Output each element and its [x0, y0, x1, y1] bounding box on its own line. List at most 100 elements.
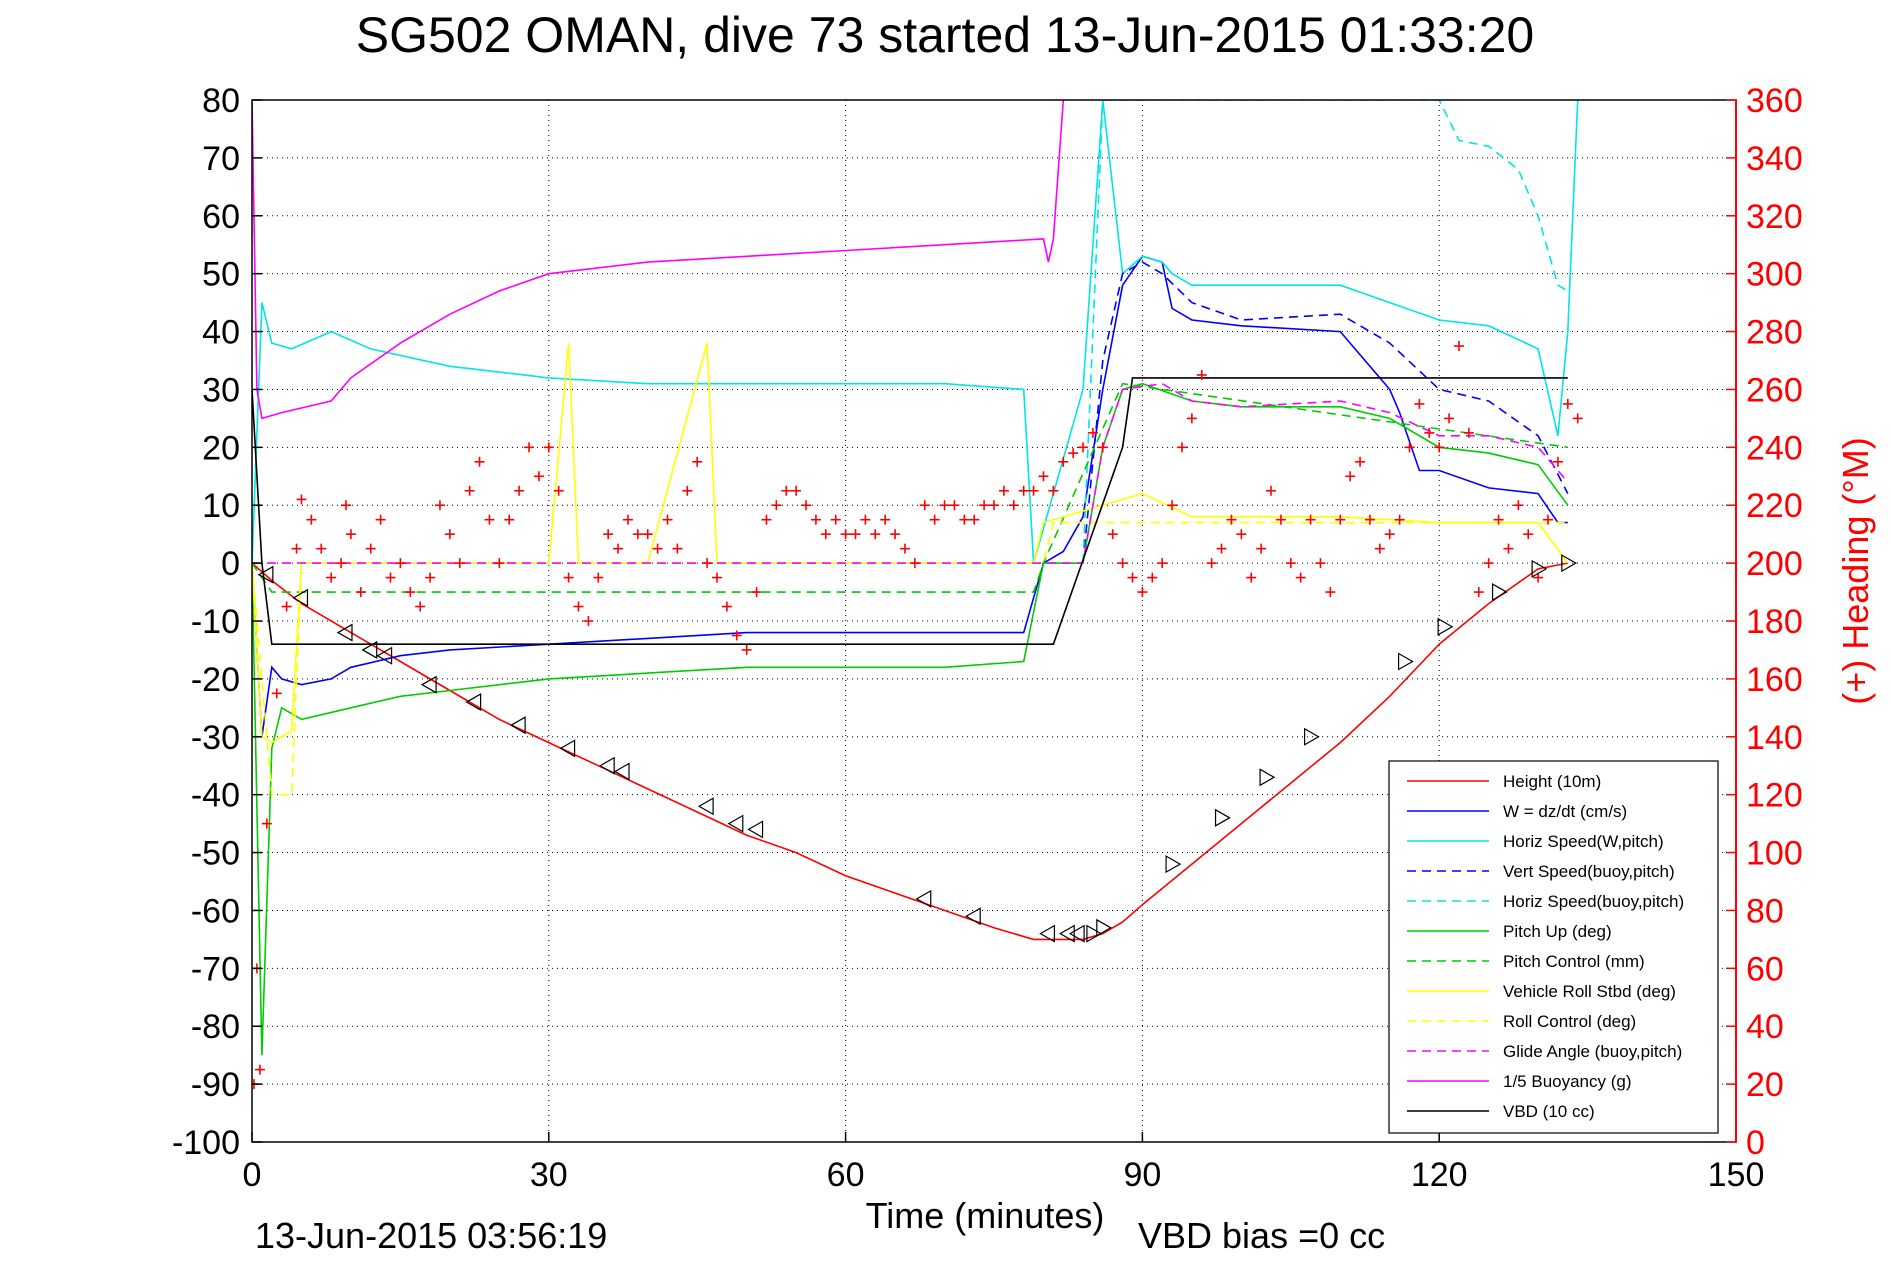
vertex-marker — [376, 646, 393, 665]
heading-point — [1196, 369, 1207, 380]
right-axis-label: (+) Heading (°M) — [1835, 437, 1876, 704]
heading-point — [1127, 572, 1138, 583]
heading-point — [1513, 500, 1524, 511]
vertex-marker — [1437, 617, 1454, 636]
y-left-tick-label: 60 — [202, 198, 240, 236]
y-left-tick-label: -80 — [191, 1008, 240, 1046]
y-left-tick-label: 50 — [202, 256, 240, 294]
vertex-marker — [1259, 768, 1276, 787]
heading-point — [1305, 514, 1316, 525]
heading-point — [810, 514, 821, 525]
heading-point — [721, 601, 732, 612]
heading-point — [326, 572, 337, 583]
heading-point — [306, 514, 317, 525]
heading-point — [1493, 514, 1504, 525]
heading-point — [702, 558, 713, 569]
heading-point — [1355, 456, 1366, 467]
heading-point — [672, 543, 683, 554]
heading-point — [1285, 558, 1296, 569]
legend-label-11: VBD (10 cc) — [1503, 1102, 1595, 1121]
series-line-10 — [252, 100, 1065, 420]
heading-point — [583, 616, 594, 626]
left-y-axis: 80 70 60 50 40 30 20 10 0 -10 -20 -30 -40 -50 -60 -70 -8… — [172, 82, 262, 1162]
x-axis-label: Time (minutes) — [866, 1195, 1105, 1236]
heading-point — [998, 485, 1009, 496]
y-right-tick-label: 280 — [1746, 314, 1803, 352]
heading-point — [375, 514, 386, 525]
y-right-tick-label: 140 — [1746, 719, 1803, 757]
series-line-2 — [252, 100, 1579, 564]
heading-point — [1216, 543, 1227, 554]
grid-lines — [252, 100, 1736, 1142]
heading-point — [1444, 413, 1455, 424]
series-line-11 — [252, 377, 1568, 646]
heading-point — [1503, 543, 1514, 554]
heading-point — [909, 558, 920, 569]
heading-point — [1206, 558, 1217, 569]
vertex-marker — [1491, 583, 1508, 602]
heading-point — [340, 500, 351, 511]
heading-point — [791, 485, 802, 496]
legend-box — [1388, 760, 1719, 1134]
vertex-marker — [1058, 924, 1075, 943]
heading-point — [1404, 442, 1415, 453]
heading-point — [969, 514, 980, 525]
heading-point — [751, 587, 762, 598]
heading-point — [939, 500, 950, 511]
heading-point — [405, 587, 416, 598]
heading-point — [603, 529, 614, 540]
heading-point — [1543, 514, 1554, 525]
heading-point — [281, 601, 292, 612]
heading-point — [1226, 514, 1237, 525]
heading-point — [1038, 471, 1049, 482]
heading-point — [1473, 587, 1484, 598]
y-right-tick-label: 300 — [1746, 256, 1803, 294]
y-left-tick-label: 20 — [202, 429, 240, 467]
heading-point — [692, 456, 703, 467]
x-tick-label: 150 — [1708, 1156, 1765, 1194]
vertex-marker — [697, 797, 714, 816]
y-left-tick-label: -40 — [191, 777, 240, 815]
y-right-tick-label: 360 — [1746, 82, 1803, 120]
y-left-tick-label: 0 — [221, 545, 240, 583]
y-right-tick-label: 80 — [1746, 892, 1784, 930]
legend-label-2: Horiz Speed(W,pitch) — [1503, 832, 1664, 851]
heading-point — [662, 514, 673, 525]
heading-point — [979, 500, 990, 511]
heading-point — [890, 529, 901, 540]
x-tick-label: 0 — [243, 1156, 262, 1194]
heading-point — [1256, 543, 1267, 554]
legend-label-4: Horiz Speed(buoy,pitch) — [1503, 892, 1684, 911]
heading-point — [1137, 587, 1148, 598]
y-left-tick-label: -20 — [191, 661, 240, 699]
heading-point — [850, 529, 861, 540]
y-right-tick-label: 120 — [1746, 777, 1803, 815]
heading-point — [1552, 456, 1563, 467]
y-right-tick-label: 240 — [1746, 429, 1803, 467]
heading-point — [355, 587, 366, 598]
y-right-tick-label: 320 — [1746, 198, 1803, 236]
heading-point — [1087, 427, 1098, 438]
heading-point — [296, 494, 307, 505]
heading-point — [1167, 500, 1178, 511]
heading-point — [444, 529, 455, 540]
legend-label-5: Pitch Up (deg) — [1503, 922, 1612, 941]
legend-label-7: Vehicle Roll Stbd (deg) — [1503, 982, 1676, 1001]
heading-point — [682, 485, 693, 496]
right-y-axis: 3603403203002802602402202001801601401201… — [1726, 82, 1803, 1162]
heading-point — [1097, 442, 1108, 453]
heading-point — [1107, 529, 1118, 540]
heading-point — [1295, 572, 1306, 583]
heading-point — [434, 500, 445, 511]
heading-point — [563, 572, 574, 583]
vertex-marker — [965, 907, 981, 926]
y-left-tick-label: 40 — [202, 314, 240, 352]
vertex-marker — [336, 623, 353, 642]
vertex-marker — [727, 814, 744, 833]
heading-point — [271, 688, 282, 699]
y-right-tick-label: 40 — [1746, 1008, 1784, 1046]
heading-point — [1236, 529, 1247, 540]
y-right-tick-label: 100 — [1746, 835, 1803, 873]
x-axis: 0 30 60 90 120 150 — [243, 1132, 1765, 1194]
